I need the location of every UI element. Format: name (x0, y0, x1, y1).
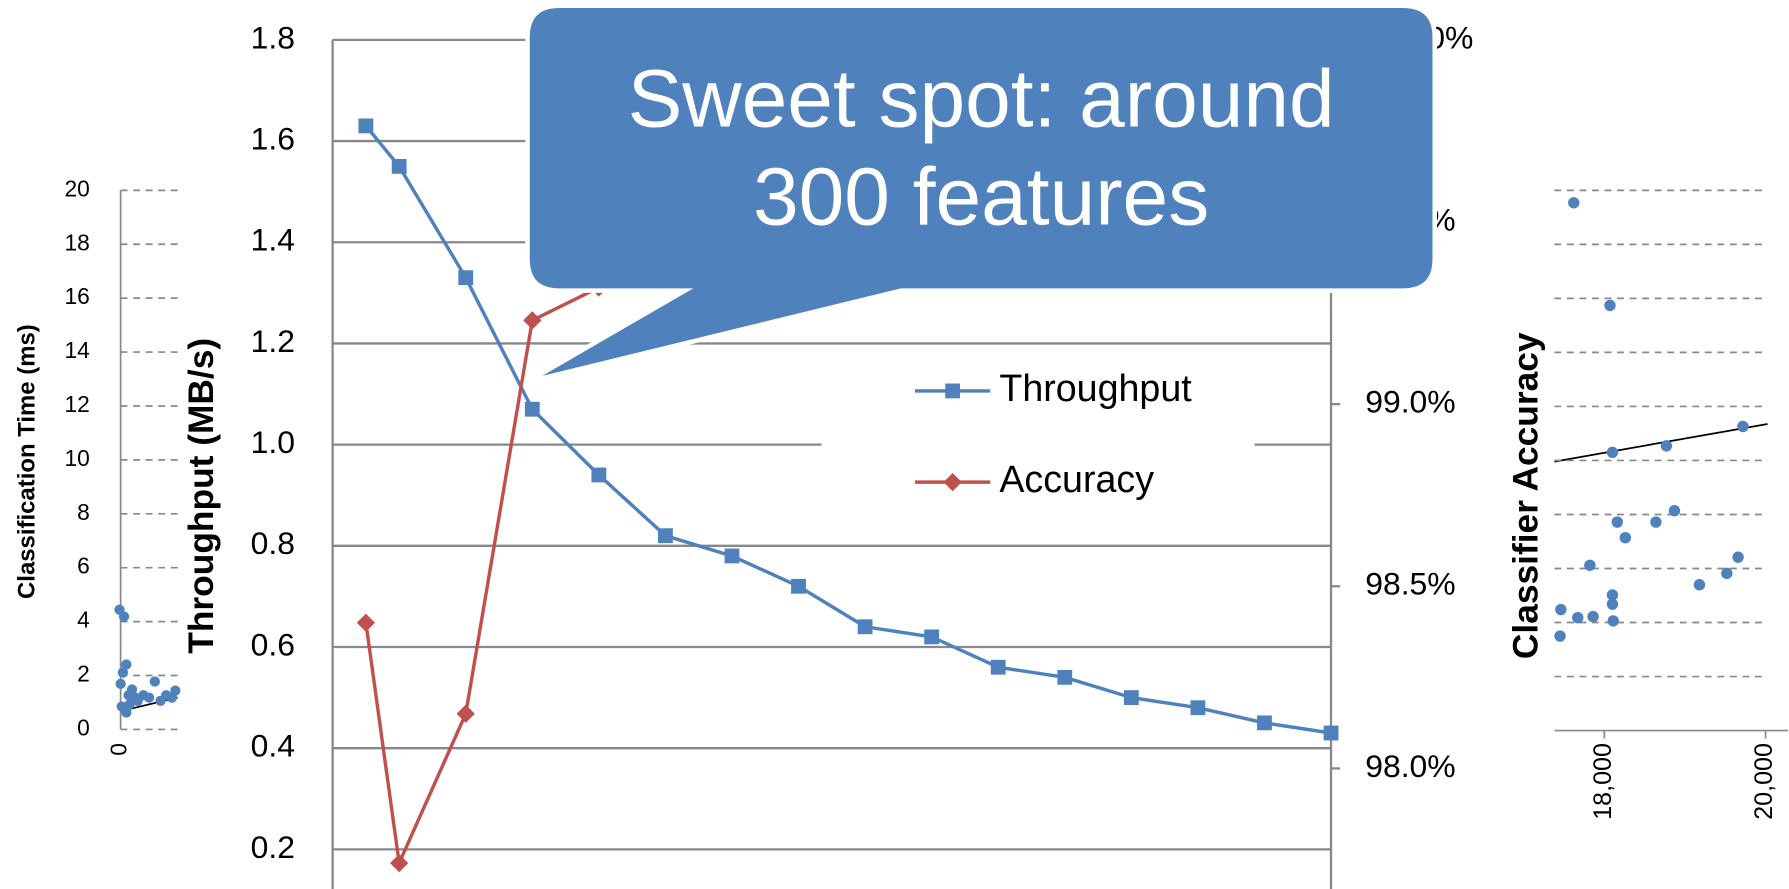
point (126, 684, 138, 695)
y-tick-label: 1.6 (251, 120, 295, 156)
point (1572, 611, 1584, 624)
y-tick-label: 1.2 (251, 323, 295, 359)
point (121, 659, 132, 670)
point (1568, 197, 1580, 209)
y-tick-label: 0.6 (251, 626, 295, 662)
y-tick-label: 16 (64, 283, 89, 309)
point (118, 611, 130, 622)
point (1057, 669, 1073, 685)
point (1737, 420, 1749, 433)
y-tick-label: 12 (64, 391, 89, 417)
point (658, 528, 673, 544)
x-tick-label: 0 (106, 743, 132, 756)
point (1190, 700, 1206, 716)
series-line (364, 124, 1332, 735)
y-tick-label: 0.8 (251, 525, 295, 561)
point (121, 707, 132, 718)
point (456, 704, 475, 723)
y-axis-label: Throughput (MB/s) (182, 338, 221, 654)
point (356, 613, 376, 632)
point (1607, 615, 1619, 627)
y-tick-label: 0.4 (251, 728, 295, 764)
callout-shape (525, 3, 1438, 385)
point (1606, 446, 1619, 459)
x-tick-label: 20,000 (1750, 743, 1778, 820)
point (1660, 440, 1673, 452)
point (1611, 516, 1623, 528)
point (358, 118, 374, 134)
y-axis-label: Classifier Accuracy (1507, 332, 1546, 659)
point (1123, 690, 1139, 705)
y-tick-label: 18 (64, 229, 89, 255)
y-tick-label: 4 (77, 607, 90, 633)
y2-tick-label: 98.5% (1365, 566, 1455, 602)
point (124, 699, 135, 710)
point (1693, 579, 1706, 591)
point (1668, 504, 1681, 517)
point (1587, 610, 1599, 623)
legend-label: Accuracy (999, 458, 1154, 500)
callout-box: Sweet spot: around 300 features (627, 53, 1335, 243)
point (1555, 603, 1567, 616)
point (115, 678, 126, 690)
point (143, 692, 155, 703)
point (924, 629, 940, 645)
point (724, 548, 740, 564)
point (1323, 725, 1339, 741)
y-tick-label: 1.8 (251, 19, 295, 55)
point (391, 158, 407, 174)
legend-marker (945, 383, 961, 399)
legend-box (821, 347, 1255, 530)
y-tick-label: 0.2 (251, 829, 295, 865)
point (1554, 630, 1566, 642)
point (1721, 567, 1733, 580)
y2-tick-label: 99.0% (1365, 384, 1455, 420)
point (523, 311, 542, 330)
point (458, 270, 474, 286)
y-tick-label: 6 (77, 553, 90, 579)
point (791, 578, 806, 594)
point (1650, 516, 1662, 528)
y-tick-label: 0 (77, 714, 90, 740)
point (1257, 715, 1272, 731)
y-tick-label: 14 (64, 337, 89, 363)
point (1604, 299, 1616, 312)
y2-tick-label: 98.0% (1365, 748, 1455, 784)
point (1732, 551, 1744, 563)
point (149, 676, 160, 687)
y-tick-label: 2 (77, 661, 90, 687)
y-tick-label: 10 (64, 445, 89, 471)
point (591, 467, 607, 483)
point (170, 685, 181, 696)
y-tick-label: 8 (77, 499, 90, 525)
point (524, 401, 540, 417)
y-tick-label: 1.4 (251, 222, 295, 258)
y-tick-label: 1.0 (251, 424, 295, 460)
point (1606, 598, 1619, 610)
y-tick-label: 20 (64, 175, 89, 201)
point (117, 667, 129, 678)
callout: Sweet spot: around 300 features (525, 3, 1438, 385)
point (990, 659, 1006, 675)
trend-line (1554, 423, 1768, 463)
point (1606, 589, 1619, 601)
point (390, 854, 409, 873)
point (1619, 532, 1632, 544)
legend-label: Throughput (999, 367, 1192, 409)
point (857, 619, 873, 635)
legend: Throughput Accuracy (821, 347, 1255, 530)
x-tick-label: 18,000 (1589, 743, 1617, 820)
callout-text: Sweet spot: around 300 features (627, 53, 1335, 243)
y-axis-label: Classification Time (ms) (14, 324, 41, 599)
point (1584, 559, 1596, 571)
